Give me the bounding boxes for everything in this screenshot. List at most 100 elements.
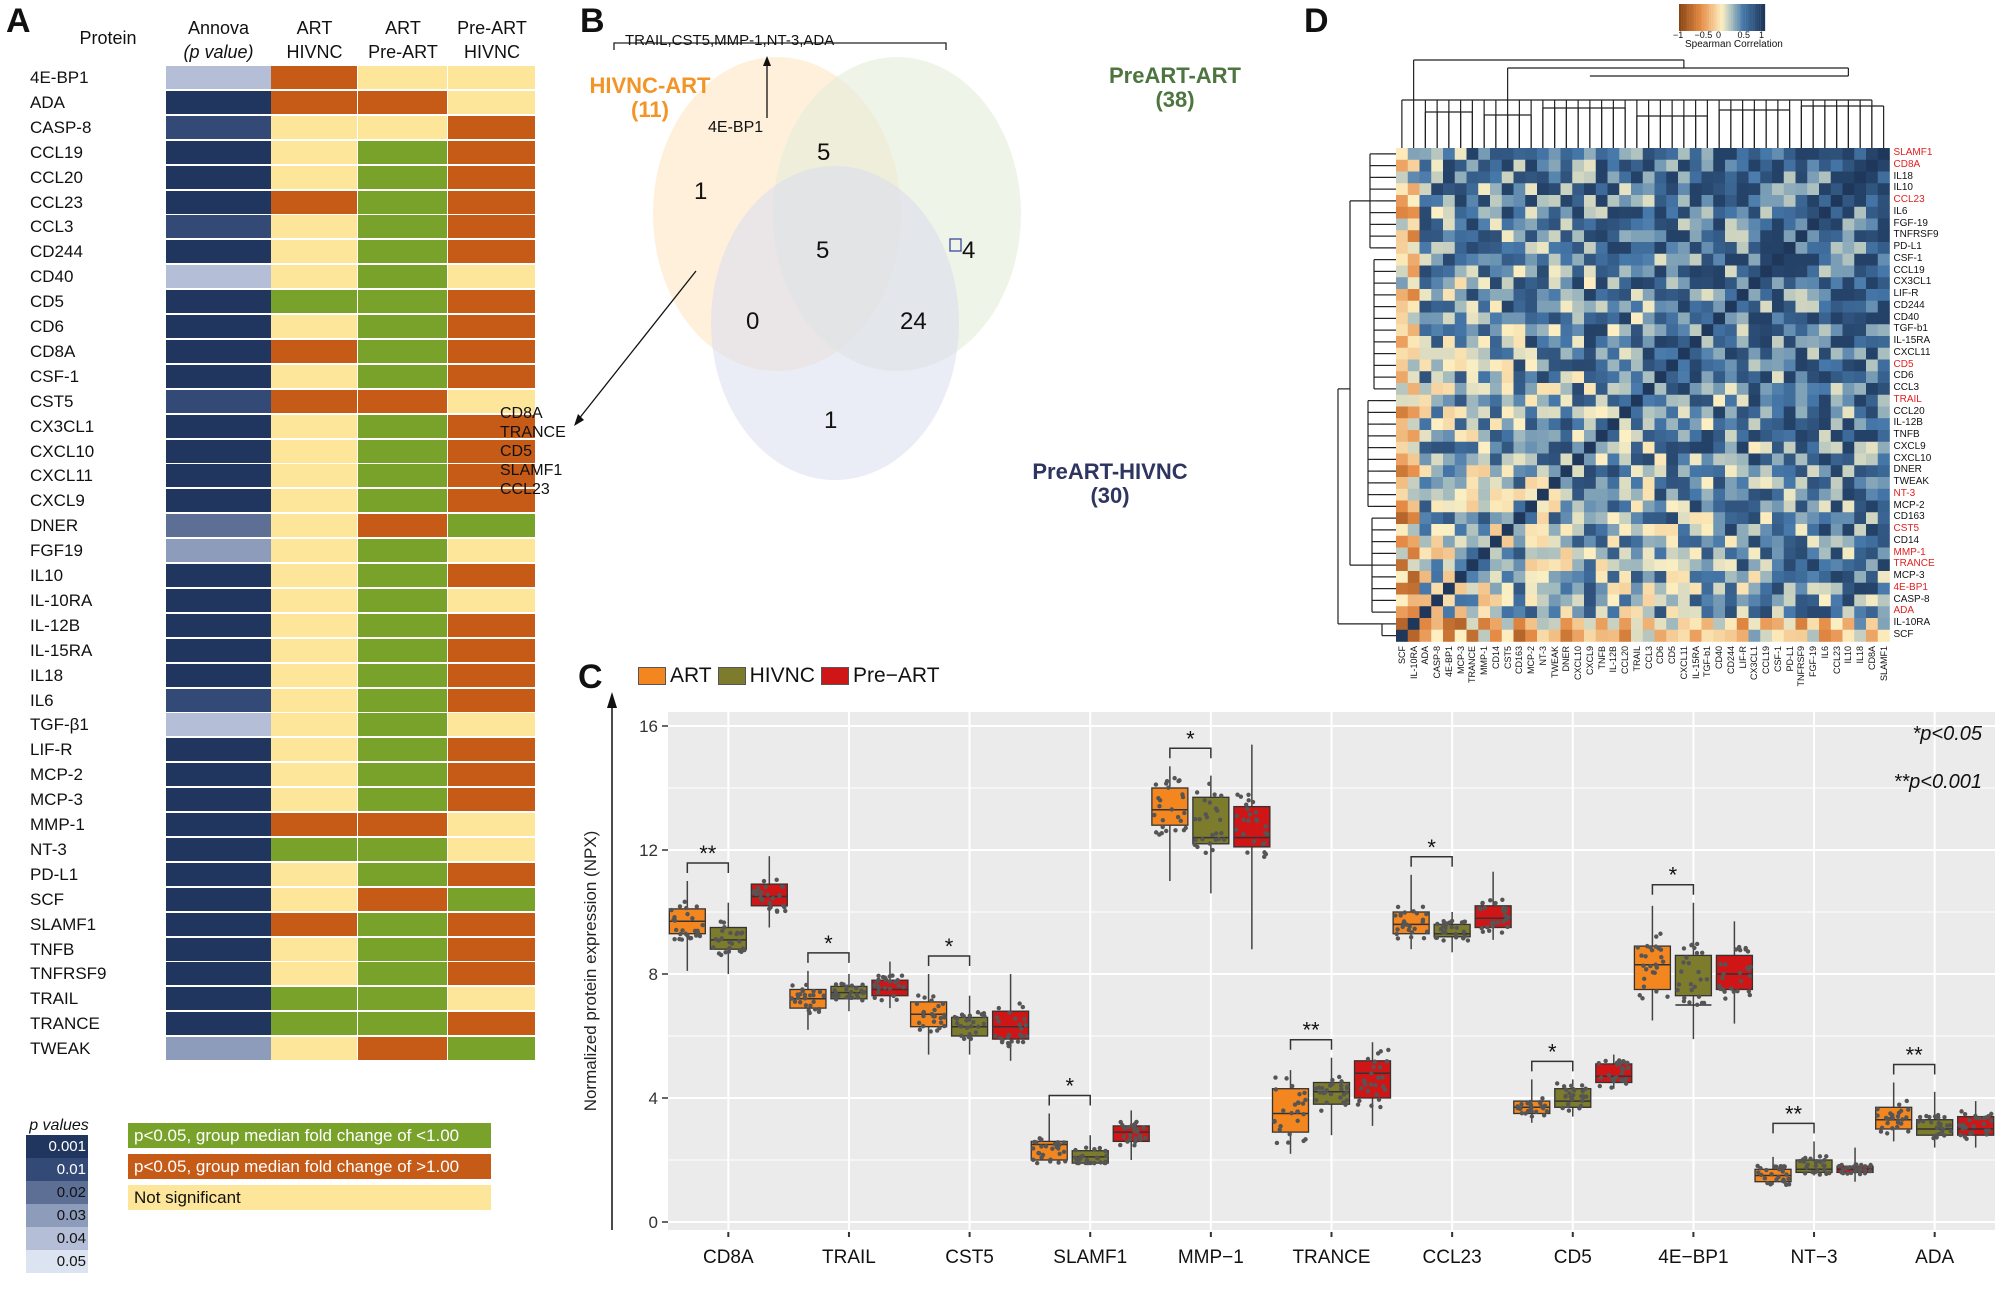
correlation-cell <box>1678 535 1691 548</box>
correlation-cell <box>1607 347 1620 360</box>
comparison-cell <box>358 140 447 164</box>
correlation-cell <box>1560 148 1573 161</box>
correlation-cell <box>1748 500 1761 513</box>
correlation-cell <box>1396 171 1409 184</box>
correlation-cell <box>1595 512 1608 525</box>
row-label: TRANCE <box>30 1014 100 1034</box>
correlation-cell <box>1760 500 1773 513</box>
data-point <box>1541 1106 1546 1111</box>
correlation-cell <box>1419 312 1432 325</box>
correlation-cell <box>1783 629 1796 642</box>
correlation-cell <box>1407 618 1420 631</box>
correlation-cell <box>1689 477 1702 490</box>
data-point <box>1737 947 1743 953</box>
correlation-cell <box>1654 594 1667 607</box>
correlation-cell <box>1619 218 1632 231</box>
anova-pvalue-cell <box>166 1037 271 1061</box>
correlation-cell <box>1736 571 1749 584</box>
comparison-cell <box>448 937 535 961</box>
y-tick-label: 12 <box>639 841 658 860</box>
data-point <box>1378 1104 1383 1110</box>
correlation-cell <box>1654 571 1667 584</box>
correlation-cell <box>1842 300 1855 313</box>
correlation-cell <box>1760 359 1773 372</box>
colorbar <box>1679 4 1766 31</box>
data-point <box>1274 1140 1280 1146</box>
data-point <box>1499 930 1505 935</box>
data-point <box>1219 793 1224 798</box>
correlation-cell <box>1689 159 1702 172</box>
correlation-cell <box>1466 195 1479 208</box>
correlation-cell <box>1678 606 1691 619</box>
data-point <box>1479 926 1484 931</box>
correlation-cell <box>1431 535 1444 548</box>
correlation-cell <box>1466 277 1479 290</box>
correlation-cell <box>1478 535 1491 548</box>
correlation-cell <box>1513 347 1526 360</box>
row-label: IL-15RA <box>1893 335 1931 346</box>
colorbar-tick: −1 <box>1673 30 1684 40</box>
correlation-cell <box>1689 371 1702 384</box>
correlation-cell <box>1548 453 1561 466</box>
data-point <box>1948 1128 1953 1134</box>
correlation-cell <box>1654 406 1667 419</box>
x-tick-label: CCL23 <box>1423 1247 1482 1268</box>
data-point <box>1286 1140 1291 1145</box>
data-point <box>1221 837 1227 842</box>
correlation-cell <box>1842 383 1855 396</box>
data-point <box>1989 1111 1994 1117</box>
data-point <box>679 937 685 942</box>
correlation-cell <box>1701 230 1714 243</box>
correlation-cell <box>1396 324 1409 337</box>
correlation-cell <box>1466 535 1479 548</box>
correlation-cell <box>1607 547 1620 560</box>
correlation-cell <box>1548 159 1561 172</box>
column-dendrogram <box>1401 59 1885 148</box>
comparison-cell <box>448 190 535 214</box>
data-point <box>1132 1143 1137 1148</box>
colorbar-segment <box>1700 4 1703 31</box>
correlation-cell <box>1795 606 1808 619</box>
correlation-cell <box>1537 277 1550 290</box>
data-point <box>1020 1039 1026 1045</box>
correlation-cell <box>1678 159 1691 172</box>
correlation-cell <box>1466 512 1479 525</box>
correlation-cell <box>1760 571 1773 584</box>
correlation-cell <box>1595 524 1608 537</box>
correlation-cell <box>1760 289 1773 302</box>
correlation-cell <box>1760 547 1773 560</box>
correlation-cell <box>1478 547 1491 560</box>
data-point <box>1904 1115 1909 1120</box>
data-point <box>931 1019 937 1024</box>
anova-pvalue-cell <box>166 788 271 812</box>
correlation-cell <box>1419 430 1432 443</box>
correlation-cell <box>1478 324 1491 337</box>
correlation-cell <box>1572 300 1585 313</box>
row-label: IL6 <box>30 690 54 710</box>
correlation-cell <box>1407 312 1420 325</box>
correlation-cell <box>1689 488 1702 501</box>
correlation-cell <box>1419 594 1432 607</box>
correlation-cell <box>1407 430 1420 443</box>
anova-pvalue-cell <box>166 489 271 513</box>
correlation-cell <box>1877 148 1890 161</box>
correlation-cell <box>1678 547 1691 560</box>
data-point <box>1453 935 1459 940</box>
correlation-cell <box>1595 618 1608 631</box>
comparison-cell <box>358 464 447 488</box>
data-point <box>1009 1039 1014 1044</box>
correlation-cell <box>1513 477 1526 490</box>
correlation-cell <box>1454 347 1467 360</box>
data-point <box>1465 938 1471 943</box>
panel-label-b: B <box>580 2 605 40</box>
correlation-cell <box>1760 559 1773 572</box>
category-group-TRAIL: * <box>789 931 909 1030</box>
correlation-cell <box>1501 477 1514 490</box>
correlation-cell <box>1807 183 1820 196</box>
correlation-cell <box>1501 441 1514 454</box>
data-point <box>833 997 839 1002</box>
correlation-cell <box>1501 571 1514 584</box>
correlation-cell <box>1443 253 1456 266</box>
correlation-cell <box>1713 312 1726 325</box>
correlation-cell <box>1407 347 1420 360</box>
